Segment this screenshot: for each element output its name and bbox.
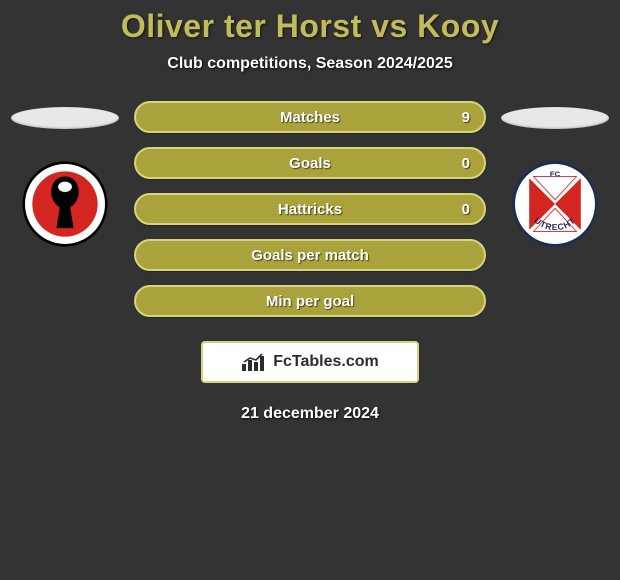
- bar-label: Goals: [289, 155, 331, 172]
- bar-value: 0: [462, 201, 470, 218]
- bar-matches: Matches 9: [134, 101, 486, 133]
- page-title: Oliver ter Horst vs Kooy: [0, 8, 620, 45]
- bar-goals: Goals 0: [134, 147, 486, 179]
- left-club-crest: [22, 161, 108, 247]
- crest-right-svg: FC UTRECHT: [512, 161, 598, 247]
- bar-label: Min per goal: [266, 293, 354, 310]
- bar-goals-per-match: Goals per match: [134, 239, 486, 271]
- bar-value: 0: [462, 155, 470, 172]
- right-player-col: FC UTRECHT: [500, 101, 610, 247]
- bar-label: Goals per match: [251, 247, 369, 264]
- right-club-crest: FC UTRECHT: [512, 161, 598, 247]
- left-dash-placeholder: [11, 107, 119, 129]
- bar-label: Hattricks: [278, 201, 342, 218]
- infographic-root: Oliver ter Horst vs Kooy Club competitio…: [0, 0, 620, 423]
- svg-text:FC: FC: [550, 169, 561, 178]
- date-text: 21 december 2024: [0, 405, 620, 423]
- stat-bars: Matches 9 Goals 0 Hattricks 0 Goals per …: [134, 101, 486, 317]
- right-dash-placeholder: [501, 107, 609, 129]
- bar-hattricks: Hattricks 0: [134, 193, 486, 225]
- page-subtitle: Club competitions, Season 2024/2025: [0, 55, 620, 73]
- brand-chart-icon: [241, 352, 267, 372]
- bar-value: 9: [462, 109, 470, 126]
- brand-text: FcTables.com: [273, 353, 379, 371]
- main-row: Matches 9 Goals 0 Hattricks 0 Goals per …: [0, 101, 620, 317]
- crest-left-svg: [22, 161, 108, 247]
- bar-label: Matches: [280, 109, 340, 126]
- brand-box: FcTables.com: [201, 341, 419, 383]
- left-player-col: [10, 101, 120, 247]
- bar-min-per-goal: Min per goal: [134, 285, 486, 317]
